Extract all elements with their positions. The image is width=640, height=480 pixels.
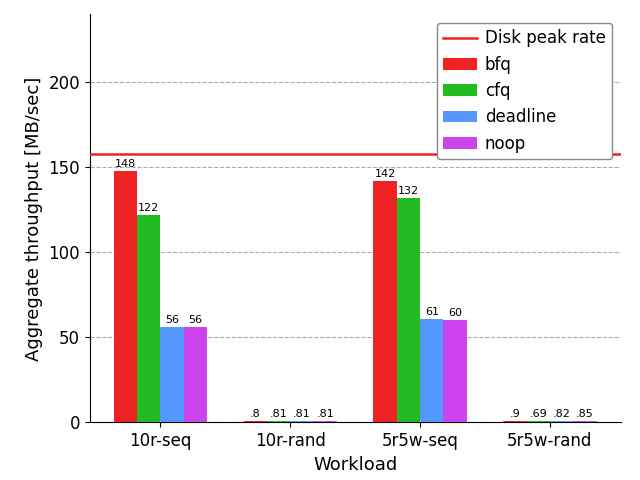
- Y-axis label: Aggregate throughput [MB/sec]: Aggregate throughput [MB/sec]: [25, 76, 43, 360]
- Text: .82: .82: [553, 409, 570, 419]
- Text: .81: .81: [316, 409, 334, 419]
- Text: .81: .81: [293, 409, 311, 419]
- Bar: [114, 171, 137, 422]
- Bar: [550, 421, 573, 422]
- Bar: [137, 215, 161, 422]
- Text: .85: .85: [576, 409, 594, 419]
- Text: .69: .69: [529, 409, 547, 419]
- Bar: [161, 327, 184, 422]
- Legend: Disk peak rate, bfq, cfq, deadline, noop: Disk peak rate, bfq, cfq, deadline, noop: [436, 23, 612, 159]
- Bar: [503, 421, 527, 422]
- Text: 60: 60: [448, 308, 462, 318]
- Bar: [397, 198, 420, 422]
- Bar: [267, 421, 291, 422]
- Text: 56: 56: [165, 315, 179, 325]
- Bar: [314, 421, 337, 422]
- Bar: [420, 319, 444, 422]
- Bar: [373, 181, 397, 422]
- Bar: [527, 421, 550, 422]
- Bar: [291, 421, 314, 422]
- Bar: [184, 327, 207, 422]
- X-axis label: Workload: Workload: [313, 456, 397, 474]
- Text: .81: .81: [269, 409, 287, 419]
- Text: 142: 142: [374, 169, 396, 179]
- Text: 56: 56: [189, 315, 202, 325]
- Text: 61: 61: [425, 307, 439, 317]
- Text: .9: .9: [509, 409, 520, 419]
- Bar: [244, 421, 267, 422]
- Text: 132: 132: [398, 186, 419, 196]
- Text: 148: 148: [115, 159, 136, 169]
- Text: 122: 122: [138, 203, 159, 213]
- Text: .8: .8: [250, 409, 260, 419]
- Bar: [444, 321, 467, 422]
- Bar: [573, 421, 596, 422]
